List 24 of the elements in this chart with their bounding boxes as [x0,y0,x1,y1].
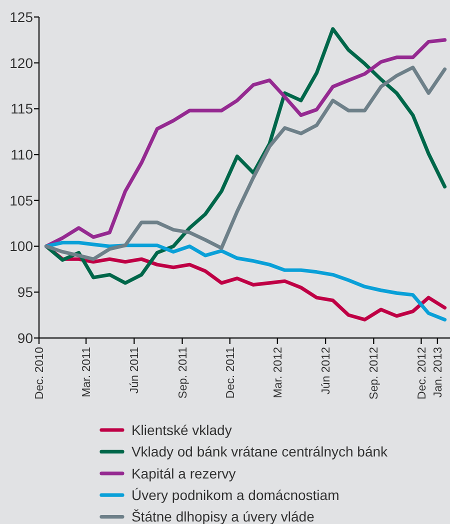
y-tick-label: 95 [17,284,34,300]
line-series [44,27,447,285]
y-tick-label: 100 [10,238,34,254]
x-tick-label: Jún 2012 [320,347,333,394]
y-tick-label: 90 [17,330,34,346]
x-tick-label: Dec. 2010 [34,347,46,400]
legend-label: Kapitál a rezervy [131,465,236,482]
legend-label: Vklady od bánk vrátane centrálnych bánk [131,444,389,460]
legend-label: Klientské vklady [131,422,232,438]
x-tick-label: Sep. 2012 [368,347,381,400]
y-tick-label: 125 [10,8,34,25]
y-tick-label: 110 [10,146,34,162]
x-tick-label: Jan. 2013 [432,347,444,398]
legend-label: Úvery podnikom a domácnostiam [131,487,340,503]
y-tick-label: 105 [10,192,34,208]
y-tick-label: 120 [10,54,34,71]
x-tick-label: Mar. 2012 [272,347,284,398]
x-tick-label: Sep. 2011 [177,347,190,399]
x-tick-label: Jún 2011 [129,347,142,394]
line-series [44,66,447,261]
x-tick-label: Dec. 2012 [416,347,428,400]
x-tick-label: Dec. 2011 [224,347,237,399]
y-tick-label: 115 [10,100,34,117]
x-tick-label: Mar. 2011 [81,347,94,398]
